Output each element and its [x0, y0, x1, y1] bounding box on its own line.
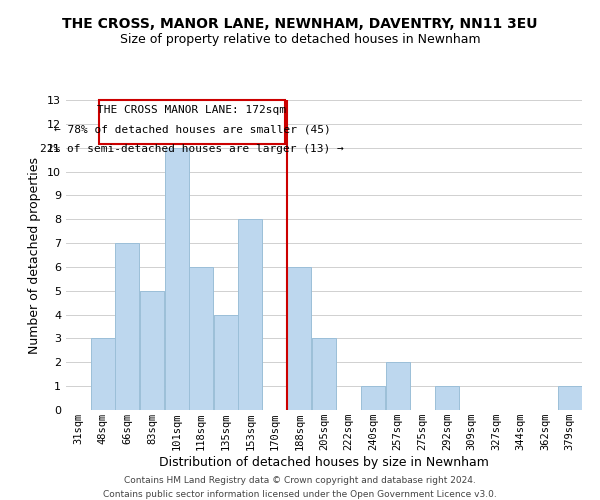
Bar	[557, 386, 582, 410]
FancyBboxPatch shape	[99, 100, 284, 144]
Bar	[238, 219, 262, 410]
Y-axis label: Number of detached properties: Number of detached properties	[28, 156, 41, 354]
Bar	[287, 267, 311, 410]
Bar	[361, 386, 385, 410]
Bar	[189, 267, 213, 410]
Bar	[214, 314, 238, 410]
Text: THE CROSS, MANOR LANE, NEWNHAM, DAVENTRY, NN11 3EU: THE CROSS, MANOR LANE, NEWNHAM, DAVENTRY…	[62, 18, 538, 32]
Text: ← 78% of detached houses are smaller (45): ← 78% of detached houses are smaller (45…	[53, 125, 331, 135]
Bar	[386, 362, 410, 410]
Text: Contains HM Land Registry data © Crown copyright and database right 2024.: Contains HM Land Registry data © Crown c…	[124, 476, 476, 485]
Text: Size of property relative to detached houses in Newnham: Size of property relative to detached ho…	[119, 32, 481, 46]
Bar	[435, 386, 459, 410]
Bar	[312, 338, 336, 410]
Bar	[91, 338, 115, 410]
Text: Contains public sector information licensed under the Open Government Licence v3: Contains public sector information licen…	[103, 490, 497, 499]
Bar	[140, 291, 164, 410]
Text: THE CROSS MANOR LANE: 172sqm: THE CROSS MANOR LANE: 172sqm	[97, 105, 286, 115]
Bar	[164, 148, 188, 410]
Bar	[115, 243, 139, 410]
Text: 22% of semi-detached houses are larger (13) →: 22% of semi-detached houses are larger (…	[40, 144, 344, 154]
X-axis label: Distribution of detached houses by size in Newnham: Distribution of detached houses by size …	[159, 456, 489, 469]
